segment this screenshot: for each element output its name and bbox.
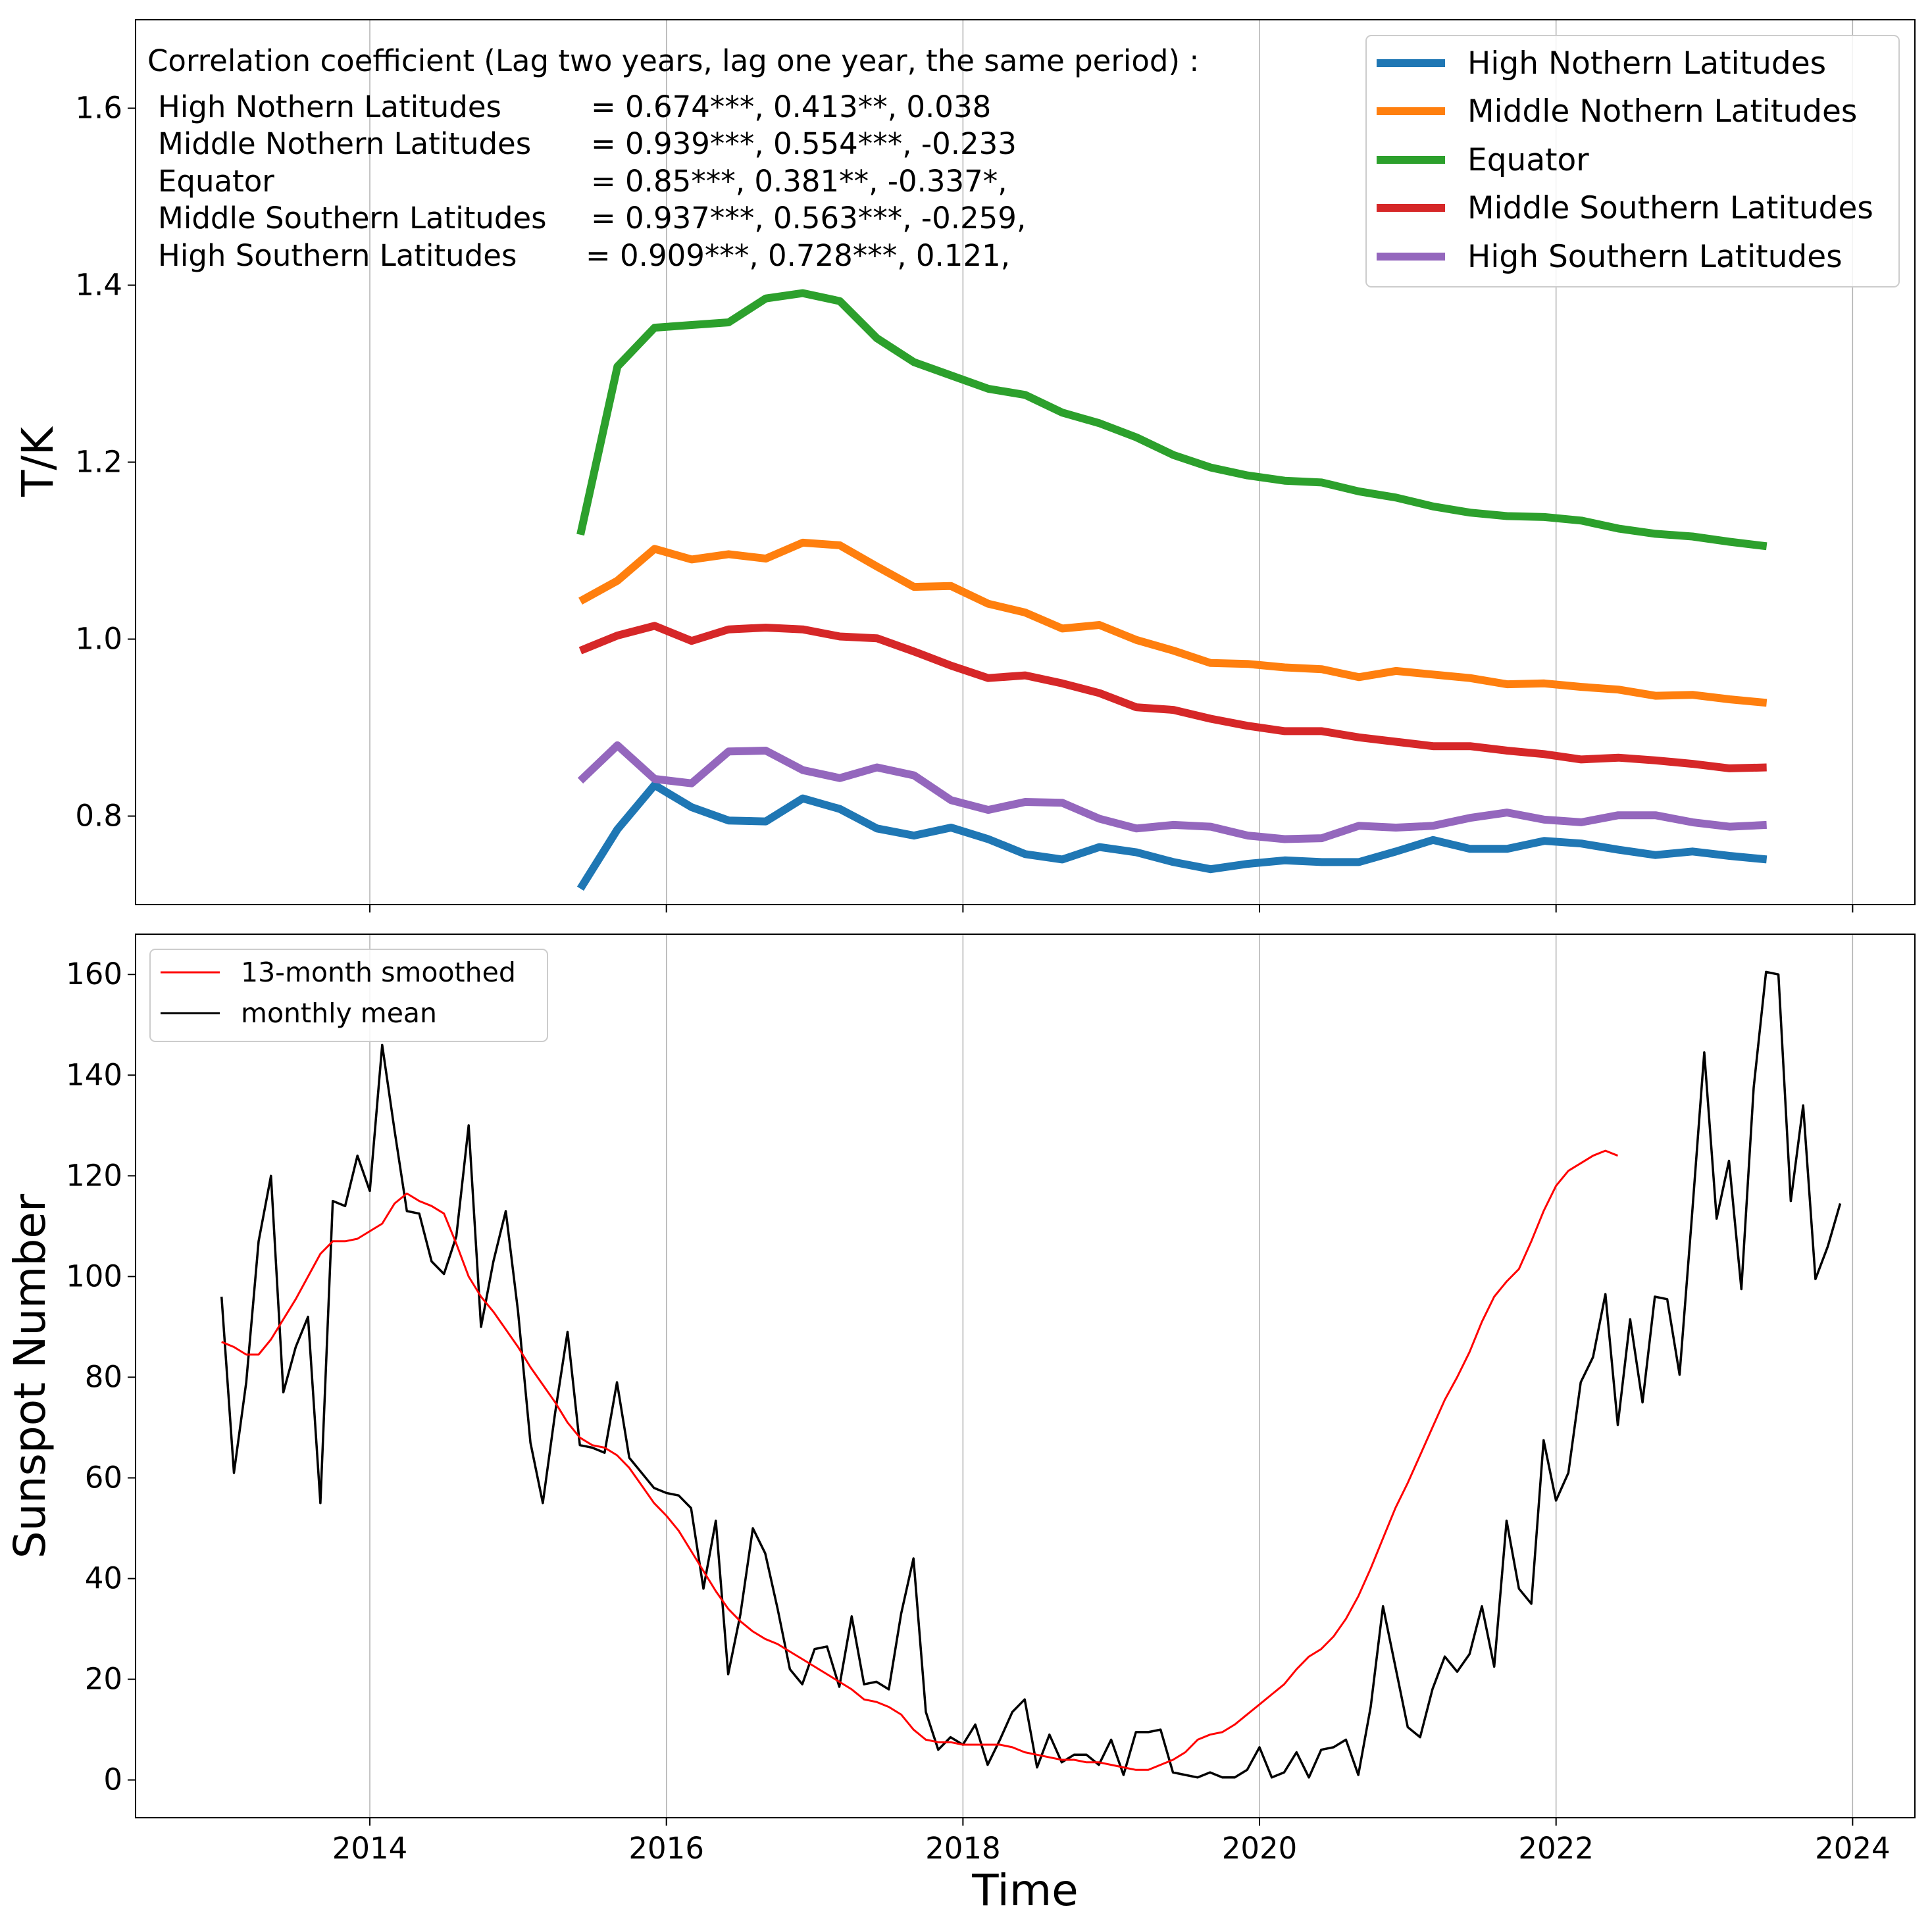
- series-line-middle-southern-latitudes: [578, 622, 1767, 772]
- series-line-high-nothern-latitudes: [576, 781, 1767, 891]
- annotation-row-values: = 0.674***, 0.413**, 0.038: [591, 89, 991, 124]
- annotation-row-values: = 0.909***, 0.728***, 0.121,: [586, 238, 1010, 273]
- top-grid: [369, 20, 1854, 905]
- bottom-x-tick-label: 2022: [1518, 1831, 1594, 1866]
- top-legend: High Nothern Latitudes Middle Nothern La…: [1365, 35, 1900, 287]
- legend-label-middle-northern: Middle Nothern Latitudes: [1467, 93, 1857, 130]
- annotation-row-values: = 0.937***, 0.563***, -0.259,: [591, 201, 1026, 236]
- legend-label-high-southern: High Southern Latitudes: [1467, 239, 1843, 275]
- legend-label-equator: Equator: [1467, 142, 1589, 178]
- bottom-x-tick-label: 2014: [332, 1831, 408, 1866]
- bottom-x-tick-label: 2018: [925, 1831, 1001, 1866]
- top-y-tick-label: 1.4: [75, 268, 122, 303]
- bottom-y-tick-label: 100: [66, 1259, 122, 1293]
- bottom-y-tick-label: 20: [85, 1662, 122, 1697]
- series-line-high-southern-latitudes: [577, 741, 1767, 843]
- bottom-y-tick-label: 40: [85, 1561, 122, 1596]
- bottom-y-tick-label: 60: [85, 1460, 122, 1495]
- bottom-x-tick-label: 2024: [1815, 1831, 1891, 1866]
- bottom-y-tick-label: 0: [103, 1762, 122, 1797]
- bottom-y-tick-label: 140: [66, 1057, 122, 1092]
- bottom-y-tick-label: 80: [85, 1359, 122, 1394]
- top-y-ticks: 0.8 1.0 1.2 1.4 1.6: [75, 91, 136, 834]
- bottom-plot-frame: [135, 934, 1916, 1818]
- top-y-tick-label: 1.6: [75, 91, 122, 126]
- bottom-x-axis-label: Time: [971, 1865, 1079, 1916]
- bottom-x-tick-label: 2020: [1222, 1831, 1298, 1866]
- annotation-row-values: = 0.85***, 0.381**, -0.337*,: [591, 164, 1007, 199]
- legend-label-middle-southern: Middle Southern Latitudes: [1467, 190, 1873, 226]
- bottom-legend-box: [149, 949, 548, 1042]
- top-x-ticks: [369, 905, 1854, 912]
- correlation-annotation: Correlation coefficient (Lag two years, …: [147, 43, 1199, 273]
- legend-label-monthly: monthly mean: [241, 997, 437, 1029]
- top-y-tick-label: 1.0: [75, 622, 122, 657]
- annotation-row-values: = 0.939***, 0.554***, -0.233: [591, 126, 1017, 161]
- top-y-tick-label: 0.8: [75, 799, 122, 834]
- annotation-title: Correlation coefficient (Lag two years, …: [147, 43, 1199, 78]
- annotation-row-name: Middle Nothern Latitudes: [158, 126, 531, 161]
- legend-label-smoothed: 13-month smoothed: [241, 957, 516, 988]
- bottom-x-ticks: 2014 2016 2018 2020 2022 2024: [332, 1818, 1891, 1866]
- top-series-lines: [576, 289, 1767, 891]
- bottom-y-tick-label: 160: [66, 957, 122, 991]
- bottom-y-tick-label: 120: [66, 1158, 122, 1193]
- temperature-panel: 0.8 1.0 1.2 1.4 1.6 T/K Correlation coeffici…: [13, 19, 1916, 912]
- legend-label-high-northern: High Nothern Latitudes: [1467, 45, 1826, 82]
- bottom-grid: [369, 934, 1854, 1818]
- series-line-equator: [576, 289, 1767, 551]
- bottom-y-ticks: 0 20 40 60 80 100 120 140 160: [66, 957, 136, 1797]
- bottom-y-axis-label: Sunspot Number: [5, 1193, 55, 1559]
- series-line-middle-nothern-latitudes: [578, 538, 1767, 707]
- bottom-legend: 13-month smoothed monthly mean: [149, 949, 548, 1042]
- series-line-13-month-smoothed: [221, 1149, 1619, 1771]
- bottom-x-tick-label: 2016: [628, 1831, 704, 1866]
- annotation-row-name: High Southern Latitudes: [158, 238, 517, 273]
- top-y-tick-label: 1.2: [75, 445, 122, 480]
- top-y-axis-label: T/K: [13, 426, 63, 497]
- annotation-row-name: Equator: [158, 164, 274, 199]
- top-legend-box: [1365, 35, 1900, 287]
- annotation-row-name: High Nothern Latitudes: [158, 89, 501, 124]
- series-line-monthly-mean: [220, 970, 1842, 1779]
- annotation-row-name: Middle Southern Latitudes: [158, 201, 547, 236]
- bottom-series-lines: [220, 970, 1842, 1779]
